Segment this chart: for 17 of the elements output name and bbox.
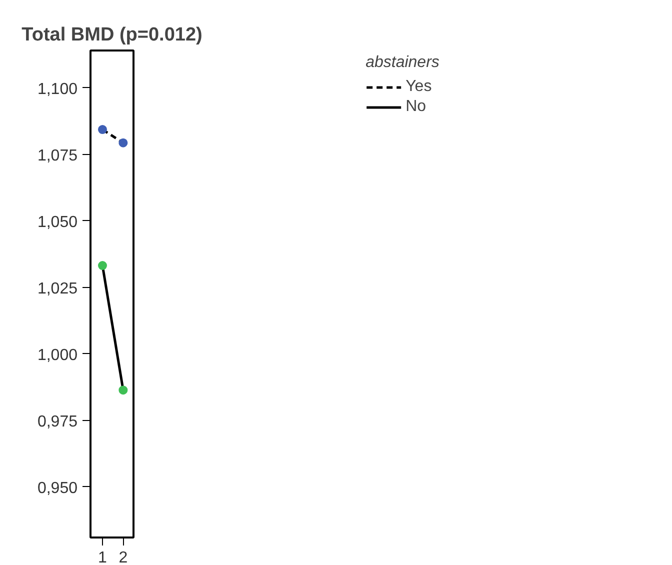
y-tick-label: 1,100 <box>37 80 78 98</box>
point <box>98 125 107 134</box>
point <box>118 138 128 148</box>
y-tick-label: 1,075 <box>37 147 78 164</box>
y-tick-label: 0,950 <box>37 480 78 497</box>
x-tick-label: 2 <box>118 550 128 565</box>
x-tick-label: 1 <box>98 550 108 565</box>
legend-label: Yes <box>406 78 432 96</box>
chart-title: Total BMD (p=0.012) <box>22 24 202 46</box>
point <box>118 386 128 395</box>
y-tick-label: 0,975 <box>37 413 78 430</box>
y-tick-label: 1,025 <box>37 280 78 298</box>
y-tick-label: 1,000 <box>37 346 78 364</box>
point <box>98 261 107 270</box>
legend-label: No <box>406 98 426 116</box>
legend-title: abstainers <box>366 54 440 72</box>
y-tick-label: 1,050 <box>37 214 78 231</box>
